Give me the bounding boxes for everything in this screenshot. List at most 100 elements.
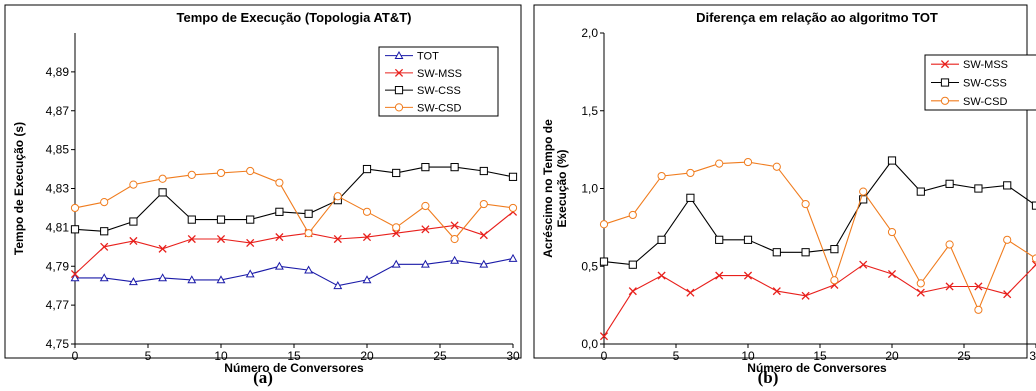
y-tick-label: 4,77 <box>46 298 70 312</box>
data-point <box>628 287 637 296</box>
y-tick-label: 4,85 <box>46 143 70 157</box>
data-point <box>1003 235 1012 244</box>
data-point <box>887 269 897 279</box>
data-point <box>628 210 637 220</box>
data-point <box>158 174 167 183</box>
data-point <box>362 164 372 174</box>
data-point <box>859 187 868 196</box>
legend-marker <box>940 96 950 105</box>
data-point <box>129 217 138 226</box>
series-sw-csd <box>70 166 518 244</box>
data-point <box>70 203 80 213</box>
data-point <box>916 187 925 196</box>
legend-label: SW-CSS <box>963 78 1007 90</box>
data-point <box>128 277 138 286</box>
data-point <box>830 276 839 285</box>
data-point <box>129 180 138 189</box>
data-point <box>916 288 925 297</box>
data-point <box>657 171 666 181</box>
figure-caption: (a) <box>253 368 273 387</box>
y-tick-label: 4,83 <box>46 182 70 196</box>
data-point <box>508 203 518 213</box>
data-point <box>859 260 868 269</box>
y-tick-label: 0,5 <box>581 259 598 273</box>
data-point <box>275 207 284 216</box>
data-point <box>100 198 109 207</box>
data-point <box>657 271 666 280</box>
data-point <box>421 201 430 211</box>
series-tot <box>70 253 518 290</box>
legend: TOT SW-MSS SW-CSS SW-CSD <box>378 46 499 117</box>
data-point <box>421 163 430 172</box>
legend-label: SW-CSS <box>417 85 461 97</box>
x-tick-label: 25 <box>957 349 971 363</box>
data-point <box>450 255 460 264</box>
data-point <box>187 275 197 284</box>
x-tick-label: 5 <box>145 349 152 363</box>
y-tick-label: 1,5 <box>581 104 598 118</box>
data-point <box>450 221 459 230</box>
data-point <box>362 275 372 284</box>
data-point <box>599 332 609 341</box>
y-tick-label: 0,0 <box>581 337 598 351</box>
data-point <box>99 273 109 282</box>
y-tick-label: 4,89 <box>46 65 70 79</box>
data-point <box>450 234 459 244</box>
y-axis-label-line: Execução (%) <box>555 149 569 227</box>
data-point <box>1003 181 1012 190</box>
data-point <box>830 245 839 254</box>
x-axis-label: Número de Conversores <box>224 361 364 375</box>
series-line <box>74 211 514 275</box>
data-point <box>657 235 666 244</box>
data-point <box>974 305 983 314</box>
legend-marker <box>394 86 404 95</box>
data-point <box>508 172 518 181</box>
data-point <box>887 156 897 165</box>
series-sw-csd <box>599 157 1036 314</box>
data-point <box>70 273 80 282</box>
x-tick-label: 10 <box>214 349 228 363</box>
x-tick-label: 20 <box>885 349 899 363</box>
series-line <box>75 257 514 287</box>
data-point <box>216 168 226 178</box>
data-point <box>245 269 255 278</box>
legend-marker <box>394 50 404 60</box>
data-point <box>274 261 284 270</box>
y-tick-label: 4,81 <box>46 220 70 234</box>
legend-marker <box>940 60 950 69</box>
series-line <box>603 264 1036 337</box>
y-tick-label: 2,0 <box>581 26 598 40</box>
data-point <box>333 234 342 244</box>
data-point <box>743 235 753 244</box>
data-point <box>887 227 897 237</box>
data-point <box>479 199 488 209</box>
data-point <box>772 162 781 171</box>
chart-title: Diferença em relação ao algoritmo TOT <box>696 10 938 25</box>
data-point <box>216 215 226 224</box>
data-point <box>974 282 983 291</box>
data-point <box>246 215 255 224</box>
y-axis-label: Acréscimo no Tempo deExecução (%) <box>541 119 569 258</box>
data-point <box>715 159 724 168</box>
data-point <box>246 166 255 176</box>
data-point <box>945 179 954 188</box>
figure-caption: (b) <box>758 368 779 387</box>
data-point <box>100 242 109 251</box>
data-point <box>479 166 488 176</box>
chart-a: Tempo de Execução (Topologia AT&T) 4,75 4,… <box>4 4 522 387</box>
legend-marker <box>940 78 950 87</box>
y-tick-label: 4,79 <box>46 259 70 273</box>
x-tick-label: 25 <box>433 349 447 363</box>
y-axis-label: Tempo de Execução (s) <box>12 122 26 255</box>
series-line <box>74 166 514 232</box>
data-point <box>450 163 459 172</box>
data-point <box>479 259 489 268</box>
data-point <box>392 229 401 238</box>
data-point <box>70 269 80 279</box>
chart-b: Diferença em relação ao algoritmo TOT 0,0… <box>533 4 1036 387</box>
data-point <box>275 233 284 242</box>
data-point <box>421 225 430 234</box>
data-point <box>333 281 343 290</box>
data-point <box>916 279 925 288</box>
data-point <box>686 168 695 178</box>
